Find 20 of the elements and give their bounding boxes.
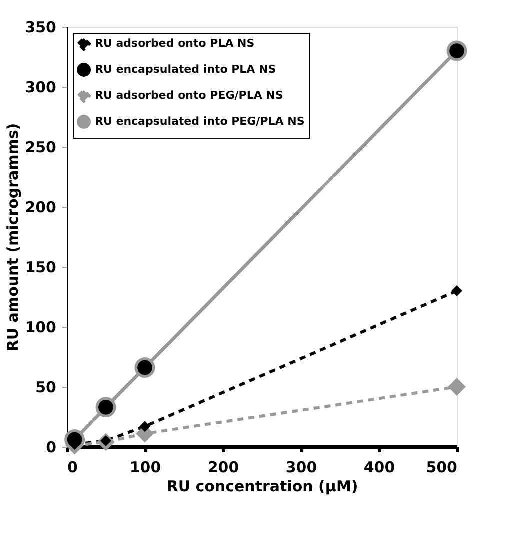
legend-label: RU adsorbed onto PEG/PLA NS <box>95 89 284 102</box>
y-tick-label: 200 <box>25 198 56 216</box>
y-tick-label: 300 <box>25 78 56 96</box>
legend-label: RU encapsulated into PLA NS <box>95 63 276 76</box>
x-tick-label: 500 <box>426 458 458 476</box>
x-tick-label: 300 <box>286 458 318 476</box>
legend-label: RU encapsulated into PEG/PLA NS <box>95 115 305 128</box>
y-tick-label: 50 <box>36 378 56 396</box>
y-axis-title: RU amount (microgramms) <box>4 123 22 352</box>
y-tick-label: 150 <box>25 258 56 276</box>
y-tick-label: 0 <box>46 438 56 456</box>
y-tick-label: 250 <box>25 138 56 156</box>
x-tick-label: 0 <box>68 458 78 476</box>
x-tick-label: 200 <box>208 458 240 476</box>
y-tick-label: 100 <box>25 318 56 336</box>
x-axis-title: RU concentration (µM) <box>166 478 358 496</box>
x-tick-label: 400 <box>364 458 396 476</box>
x-tick-label: 100 <box>130 458 162 476</box>
legend-label: RU adsorbed onto PLA NS <box>95 37 255 50</box>
y-tick-label: 350 <box>25 18 56 36</box>
